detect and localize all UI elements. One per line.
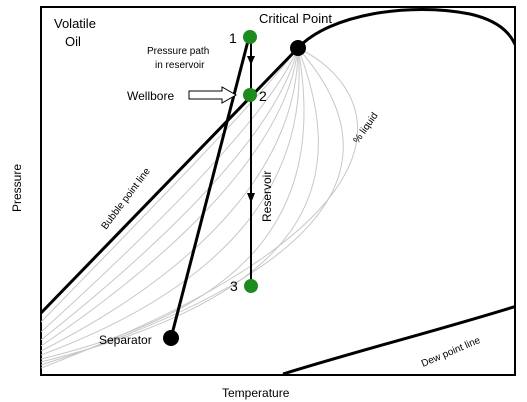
separator-label: Separator [99, 333, 152, 347]
separator-marker [163, 330, 179, 346]
separator-path-line [169, 36, 251, 339]
point-2-marker [243, 88, 257, 102]
quality-line [41, 47, 299, 333]
wellbore-arrow [188, 86, 238, 104]
quality-line [41, 47, 344, 366]
quality-line [41, 47, 299, 341]
point-3-label: 3 [230, 278, 238, 294]
quality-line [41, 47, 299, 323]
arrow-head-upper [247, 56, 255, 65]
plot-frame [40, 6, 516, 376]
wellbore-label: Wellbore [127, 89, 174, 103]
quality-line [41, 47, 319, 363]
title-line-2: Oil [65, 34, 81, 49]
reservoir-label: Reservoir [260, 171, 274, 222]
critical-point-marker [290, 40, 306, 56]
quality-line [41, 47, 299, 347]
point-3-marker [244, 279, 258, 293]
point-1-label: 1 [229, 30, 237, 46]
arrow-head-lower [247, 193, 255, 203]
critical-point-label: Critical Point [259, 11, 332, 26]
pressure-path-label-line-1: Pressure path [147, 46, 209, 57]
pressure-path-label-line-2: in reservoir [155, 60, 205, 71]
x-axis-label: Temperature [222, 386, 290, 400]
point-1-marker [243, 30, 257, 44]
dew-point-line [296, 8, 515, 50]
y-axis-label: Pressure [10, 164, 24, 212]
quality-line [41, 47, 300, 356]
point-2-label: 2 [259, 88, 267, 104]
quality-line [41, 47, 299, 352]
title-line-1: Volatile [54, 16, 96, 31]
dew-point-line-lower [282, 304, 515, 375]
